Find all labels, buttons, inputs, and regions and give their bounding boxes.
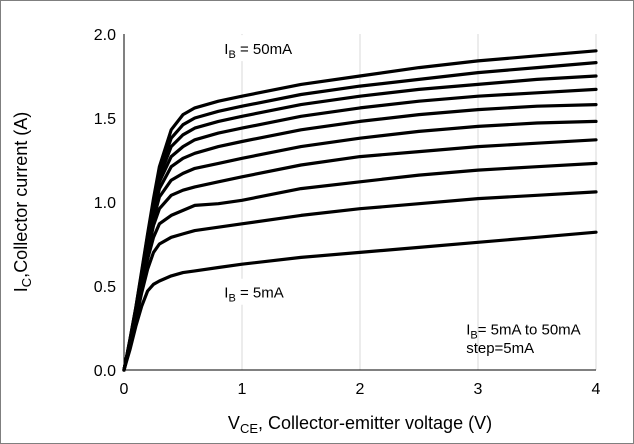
y-tick-label-2: 1.0 [94, 195, 116, 212]
axes [123, 34, 596, 371]
series-line-10 [122, 49, 598, 372]
tick-labels: 0.0 0.5 1.0 1.5 2.0 0 1 2 3 4 [94, 27, 601, 398]
x-axis-title: VCE, Collector-emitter voltage (V) [228, 413, 492, 436]
y-tick-label-3: 1.5 [94, 111, 116, 128]
annotation-top-bg [218, 35, 319, 62]
annotation-ib-5ma: IB = 5mA [224, 285, 283, 305]
series-line-1 [122, 230, 598, 372]
x-tick-label-3: 3 [474, 381, 483, 398]
annotation-ib-range: IB= 5mA to 50mA [466, 322, 581, 342]
series-group [122, 49, 598, 372]
y-tick-label-1: 0.5 [94, 279, 116, 296]
annotation-ib-50ma: IB = 50mA [224, 41, 292, 61]
x-tick-label-4: 4 [592, 381, 601, 398]
x-tick-label-2: 2 [356, 381, 365, 398]
annotation-step: step=5mA [466, 340, 534, 357]
y-axis-title: IC,Collector current (A) [11, 112, 34, 292]
x-tick-label-1: 1 [238, 381, 247, 398]
y-tick-label-4: 2.0 [94, 27, 116, 44]
annotation-bottom-bg [218, 278, 309, 305]
x-tick-label-0: 0 [120, 381, 129, 398]
y-tick-label-0: 0.0 [94, 363, 116, 380]
